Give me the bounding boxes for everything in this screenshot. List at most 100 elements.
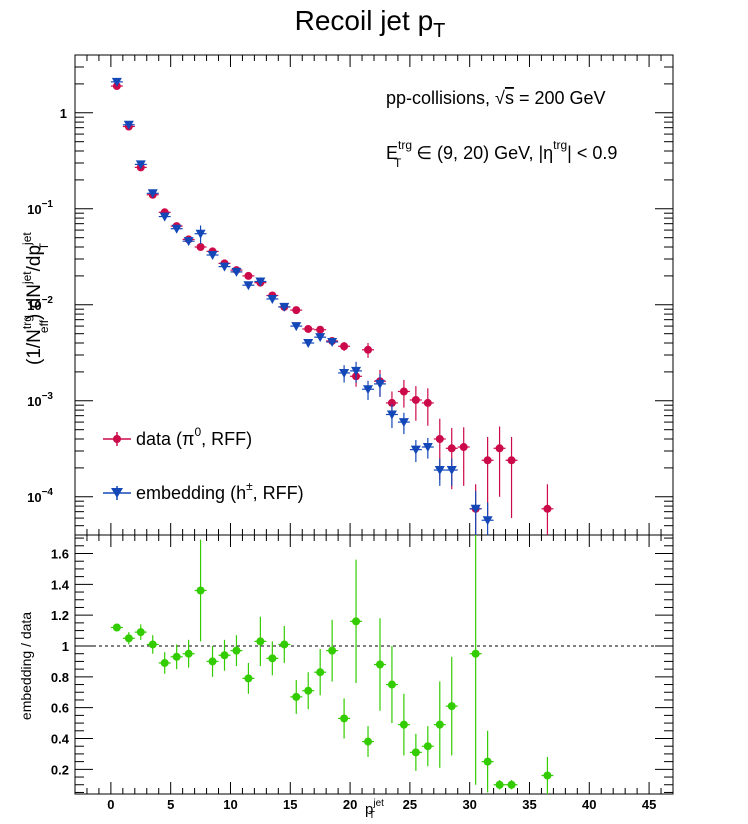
data-point: [481, 502, 494, 535]
data-point: [290, 679, 303, 714]
marker: [196, 243, 205, 251]
marker: [244, 674, 253, 683]
data-point: [182, 237, 195, 247]
data-point: [409, 386, 422, 421]
marker: [292, 306, 301, 315]
marker: [267, 294, 278, 304]
legend-entry-data: data (π0, RFF): [103, 425, 252, 449]
marker: [316, 668, 325, 677]
marker: [447, 444, 456, 453]
data-point: [158, 212, 171, 222]
marker: [256, 637, 265, 646]
marker: [340, 714, 349, 723]
marker: [364, 345, 373, 354]
data-point: [421, 726, 434, 767]
marker: [435, 720, 444, 729]
data-point: [541, 757, 554, 794]
data-point: [445, 458, 458, 486]
marker: [543, 771, 552, 780]
x-tick-label: 5: [167, 797, 174, 812]
annotation-collision: pp-collisions, √s = 200 GeV: [386, 88, 606, 108]
data-point: [338, 698, 351, 739]
x-tick-label: 35: [522, 797, 536, 812]
data-point: [457, 427, 470, 486]
marker: [304, 686, 313, 695]
marker: [374, 379, 385, 389]
data-point: [397, 693, 410, 756]
marker: [171, 224, 182, 234]
marker: [446, 466, 457, 476]
bottom-y-tick-label: 0.4: [51, 732, 70, 747]
marker: [386, 410, 397, 420]
data-point: [242, 281, 255, 291]
data-point: [505, 780, 518, 790]
marker: [315, 333, 326, 343]
series-embedding-points: [110, 77, 494, 535]
data-point: [242, 662, 255, 694]
x-tick-label: 10: [223, 797, 237, 812]
data-point: [302, 339, 315, 348]
marker: [291, 322, 302, 332]
marker: [208, 657, 217, 666]
data-point: [134, 624, 147, 640]
x-tick-label: 15: [283, 797, 297, 812]
bottom-y-tick-label: 1.2: [51, 608, 69, 623]
x-tick-label: 20: [343, 797, 357, 812]
x-tick-label: 45: [642, 797, 656, 812]
data-point: [170, 644, 183, 670]
marker: [232, 646, 241, 655]
marker: [280, 640, 289, 649]
legend-embedding-label: embedding (h±, RFF): [136, 479, 304, 503]
data-point: [110, 77, 123, 87]
data-point: [338, 341, 351, 352]
data-point: [326, 337, 339, 347]
marker: [268, 654, 277, 663]
data-point: [385, 646, 398, 724]
data-point: [314, 649, 327, 696]
marker: [351, 366, 362, 376]
marker: [399, 387, 408, 396]
marker: [172, 652, 181, 661]
data-point: [266, 294, 279, 304]
marker: [207, 251, 218, 261]
data-point: [254, 616, 267, 667]
data-point: [194, 539, 207, 642]
data-point: [493, 780, 506, 790]
data-point: [146, 189, 159, 199]
bottom-y-tick-label: 1: [62, 639, 69, 654]
data-point: [134, 160, 147, 170]
title-main: Recoil jet p: [295, 5, 434, 36]
marker: [471, 649, 480, 658]
data-point: [326, 619, 339, 682]
marker: [495, 444, 504, 453]
legend-data-marker: [113, 435, 121, 443]
x-tick-label: 25: [403, 797, 417, 812]
data-point: [242, 271, 255, 280]
marker: [292, 692, 301, 701]
x-tick-label: 30: [462, 797, 476, 812]
data-point: [194, 225, 207, 244]
data-point: [230, 635, 243, 667]
data-point: [445, 656, 458, 756]
marker: [423, 398, 432, 407]
marker: [244, 271, 253, 280]
data-point: [278, 302, 291, 312]
top-y-tick-label: 10−1: [27, 199, 53, 217]
bottom-y-tick-label: 0.6: [51, 701, 69, 716]
data-point: [206, 251, 219, 261]
marker: [339, 368, 350, 378]
marker: [507, 456, 516, 465]
data-point: [421, 388, 434, 426]
legend-data-label: data (π0, RFF): [136, 425, 252, 449]
x-axis-label: pjet T: [365, 798, 384, 821]
marker: [136, 628, 145, 637]
data-point: [350, 361, 363, 383]
marker: [435, 435, 444, 443]
data-point: [469, 535, 482, 785]
data-point: [122, 632, 135, 645]
marker: [304, 324, 313, 333]
marker: [423, 742, 432, 751]
data-point: [218, 639, 231, 671]
data-point: [290, 322, 303, 332]
data-point: [409, 440, 422, 463]
